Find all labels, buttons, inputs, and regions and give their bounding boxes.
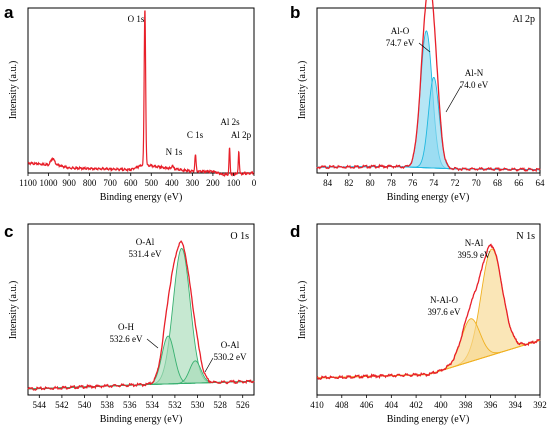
x-tick-label-d-7: 396 xyxy=(484,400,498,410)
x-tick-label-b-5: 74 xyxy=(429,178,439,188)
x-tick-label-a-4: 700 xyxy=(103,178,117,188)
component-energy-o-al-minor: 530.2 eV xyxy=(214,352,247,362)
component-name-al-o: Al-O xyxy=(391,26,410,36)
x-tick-label-a-5: 600 xyxy=(124,178,138,188)
x-tick-label-d-5: 400 xyxy=(434,400,448,410)
component-energy-o-al-main: 531.4 eV xyxy=(129,249,162,259)
x-tick-label-a-8: 300 xyxy=(186,178,200,188)
core-level-label-d: N 1s xyxy=(516,231,535,242)
x-tick-label-b-2: 80 xyxy=(366,178,376,188)
survey-spectrum-line xyxy=(27,10,255,178)
x-ticks-a: 1100 1000 900 800 700 600 500 400 300 200 100 0 xyxy=(19,173,257,188)
x-axis-title-b: Binding energy (eV) xyxy=(387,192,470,203)
component-energy-n-al: 395.9 eV xyxy=(458,250,491,260)
peak-label-n1s: N 1s xyxy=(166,147,183,157)
component-name-n-al-o: N-Al-O xyxy=(430,295,458,305)
envelope-line-c xyxy=(27,240,255,391)
x-tick-label-b-1: 82 xyxy=(344,178,353,188)
x-tick-label-c-7: 530 xyxy=(191,400,205,410)
x-axis-title-a: Binding energy (eV) xyxy=(100,192,183,203)
x-tick-label-b-7: 70 xyxy=(472,178,482,188)
envelope-line-d xyxy=(316,243,541,380)
core-level-label-c: O 1s xyxy=(230,231,249,242)
panel-c-o1s-spectrum: c 544 542 540 538 536 534 532 530 528 526 Binding… xyxy=(4,222,255,425)
x-axis-title-c: Binding energy (eV) xyxy=(100,414,183,425)
plot-frame-a xyxy=(27,7,255,174)
x-tick-label-c-2: 540 xyxy=(78,400,92,410)
x-tick-label-d-2: 406 xyxy=(360,400,374,410)
component-name-al-n: Al-N xyxy=(465,68,484,78)
panel-letter-c: c xyxy=(4,222,13,241)
panel-letter-a: a xyxy=(4,3,14,22)
panel-b-al2p-spectrum: b 84 82 80 78 76 74 72 70 68 66 64 Binding energy … xyxy=(290,0,545,203)
x-tick-label-b-4: 76 xyxy=(408,178,418,188)
x-axis-title-d: Binding energy (eV) xyxy=(387,414,470,425)
x-tick-label-c-1: 542 xyxy=(55,400,69,410)
leader-line-al-o xyxy=(418,42,431,53)
panel-letter-b: b xyxy=(290,3,300,22)
x-ticks-d: 410 408 406 404 402 400 398 396 394 392 xyxy=(310,395,547,410)
panel-d-n1s-spectrum: d 410 408 406 404 402 400 398 396 394 392 Binding… xyxy=(290,222,547,425)
x-tick-label-a-9: 200 xyxy=(206,178,220,188)
core-level-label-b: Al 2p xyxy=(513,14,536,25)
leader-line-o-h xyxy=(146,338,159,349)
x-tick-label-c-4: 536 xyxy=(123,400,137,410)
component-name-n-al: N-Al xyxy=(465,238,484,248)
component-name-o-h: O-H xyxy=(118,322,134,332)
component-peak-c-0 xyxy=(27,247,255,390)
y-axis-title-b: Intensity (a.u.) xyxy=(297,61,308,120)
x-tick-label-d-8: 394 xyxy=(508,400,522,410)
x-ticks-c: 544 542 540 538 536 534 532 530 528 526 xyxy=(33,395,250,410)
panel-a-survey-spectrum: a 1100 1000 900 800 700 600 500 400 300 200 100 0 B… xyxy=(4,3,257,203)
x-tick-label-b-9: 66 xyxy=(514,178,524,188)
leader-line-al-n xyxy=(445,85,462,113)
x-tick-label-c-8: 528 xyxy=(213,400,227,410)
x-tick-label-c-5: 534 xyxy=(146,400,160,410)
x-tick-label-b-10: 64 xyxy=(536,178,546,188)
component-energy-al-n: 74.0 eV xyxy=(460,80,489,90)
component-name-o-al-main: O-Al xyxy=(136,237,155,247)
x-tick-label-d-1: 408 xyxy=(335,400,349,410)
x-tick-label-d-0: 410 xyxy=(310,400,324,410)
y-axis-title-a: Intensity (a.u.) xyxy=(8,61,19,120)
x-tick-label-a-6: 500 xyxy=(145,178,159,188)
panel-letter-d: d xyxy=(290,222,300,241)
x-tick-label-c-9: 526 xyxy=(236,400,250,410)
x-tick-label-d-6: 398 xyxy=(459,400,473,410)
x-tick-label-a-2: 900 xyxy=(62,178,76,188)
x-tick-label-b-0: 84 xyxy=(323,178,333,188)
component-name-o-al-minor: O-Al xyxy=(221,340,240,350)
x-tick-label-c-6: 532 xyxy=(168,400,182,410)
x-tick-label-d-9: 392 xyxy=(533,400,547,410)
plot-frame-c xyxy=(27,223,255,396)
x-tick-label-a-1: 1000 xyxy=(40,178,59,188)
plot-frame-d xyxy=(316,223,541,396)
x-tick-label-a-3: 800 xyxy=(83,178,97,188)
x-tick-label-b-6: 72 xyxy=(451,178,460,188)
x-tick-label-a-0: 1100 xyxy=(19,178,37,188)
y-axis-title-c: Intensity (a.u.) xyxy=(8,281,19,340)
x-tick-label-b-8: 68 xyxy=(493,178,503,188)
leader-line-o-al-minor xyxy=(204,357,214,373)
x-tick-label-d-3: 404 xyxy=(385,400,399,410)
x-tick-label-c-3: 538 xyxy=(100,400,114,410)
peak-label-c1s: C 1s xyxy=(187,130,204,140)
envelope-line-b xyxy=(316,0,541,173)
peak-label-al2p: Al 2p xyxy=(231,130,252,140)
x-tick-label-d-4: 402 xyxy=(409,400,423,410)
x-tick-label-a-11: 0 xyxy=(252,178,257,188)
peak-label-o1s: O 1s xyxy=(128,14,145,24)
component-energy-n-al-o: 397.6 eV xyxy=(428,307,461,317)
x-tick-label-c-0: 544 xyxy=(33,400,47,410)
plot-frame-b xyxy=(316,7,541,174)
y-axis-title-d: Intensity (a.u.) xyxy=(297,281,308,340)
peak-label-al2s: Al 2s xyxy=(220,117,240,127)
x-tick-label-b-3: 78 xyxy=(387,178,397,188)
x-tick-label-a-10: 100 xyxy=(227,178,241,188)
x-tick-label-a-7: 400 xyxy=(165,178,179,188)
component-energy-o-h: 532.6 eV xyxy=(110,334,143,344)
x-ticks-b: 84 82 80 78 76 74 72 70 68 66 64 xyxy=(323,173,545,188)
component-energy-al-o: 74.7 eV xyxy=(386,38,415,48)
